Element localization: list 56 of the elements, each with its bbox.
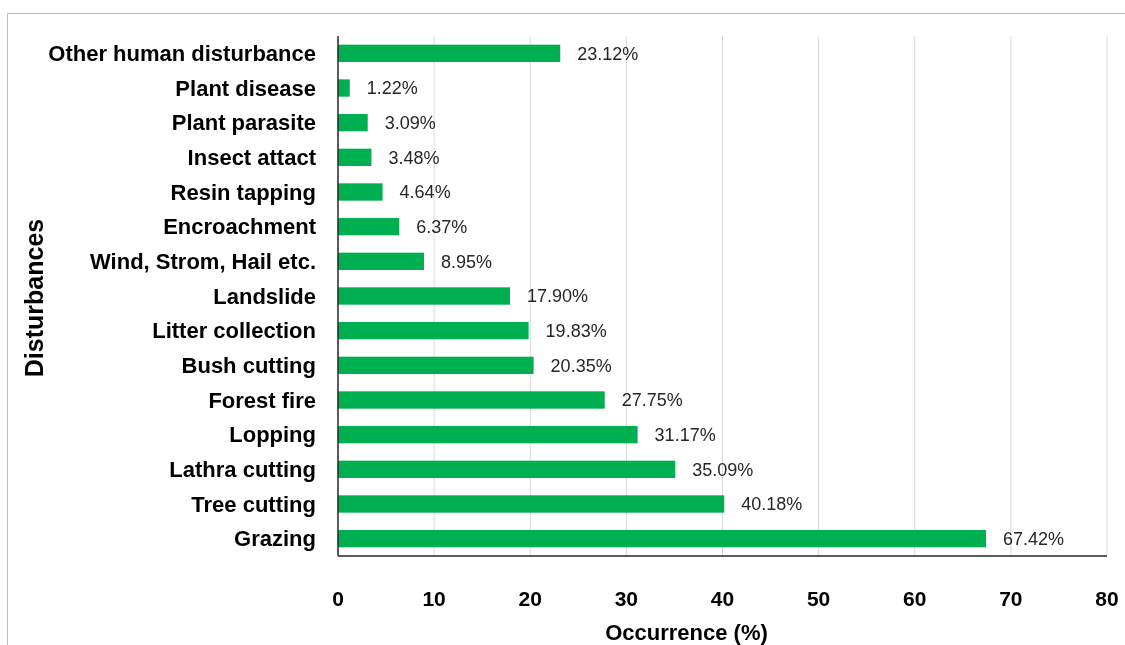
bar [338,460,676,478]
data-label: 20.35% [550,355,612,376]
data-label: 27.75% [621,390,683,411]
x-tick-label: 80 [1095,587,1119,611]
bar [338,148,372,166]
bar [338,426,638,444]
data-label: 35.09% [692,459,754,480]
x-tick-label: 0 [332,587,344,611]
data-label: 67.42% [1003,528,1065,549]
bar [338,183,383,201]
data-label: 4.64% [399,182,451,203]
y-tick-label: Other human disturbance [48,41,316,67]
bar [338,356,534,374]
data-label: 17.90% [527,286,589,307]
bar [338,391,605,409]
x-tick-label: 40 [710,587,735,611]
x-axis-title: Occurrence (%) [605,619,768,645]
y-tick-label: Plant disease [175,75,316,101]
x-tick-label: 60 [903,587,927,611]
y-tick-label: Bush cutting [181,353,316,379]
data-label: 19.83% [545,320,607,341]
bar [338,114,368,132]
x-tick-label: 30 [614,587,639,611]
data-label: 8.95% [441,251,493,272]
y-tick-label: Encroachment [163,214,317,240]
bar [338,252,425,270]
y-tick-label: Tree cutting [191,491,316,517]
y-tick-label: Landslide [213,283,316,309]
data-label: 6.37% [416,216,468,237]
y-tick-label: Resin tapping [170,179,316,205]
x-tick-label: 10 [422,587,446,611]
y-tick-label: Forest fire [208,387,316,413]
data-label: 3.09% [384,112,436,133]
data-label: 1.22% [366,78,418,99]
bar [338,322,529,340]
x-tick-label: 50 [806,587,831,611]
bar [338,44,561,62]
y-tick-label: Insect attact [187,145,317,171]
y-tick-label: Lathra cutting [169,457,316,483]
data-label: 40.18% [741,494,803,515]
y-tick-label: Plant parasite [171,110,316,136]
data-label: 3.48% [388,147,440,168]
bar [338,218,400,236]
bar [338,495,725,513]
y-axis-title: Disturbances [19,218,48,378]
y-tick-label: Wind, Strom, Hail etc. [90,249,316,275]
y-tick-label: Grazing [234,526,316,552]
data-label: 23.12% [577,43,639,64]
x-tick-label: 70 [999,587,1023,611]
bar [338,79,350,97]
data-label: 31.17% [654,424,716,445]
bar [338,287,511,305]
y-tick-label: Litter collection [152,318,316,344]
y-tick-label: Lopping [229,422,316,448]
x-tick-label: 20 [518,587,542,611]
bar [338,530,987,548]
